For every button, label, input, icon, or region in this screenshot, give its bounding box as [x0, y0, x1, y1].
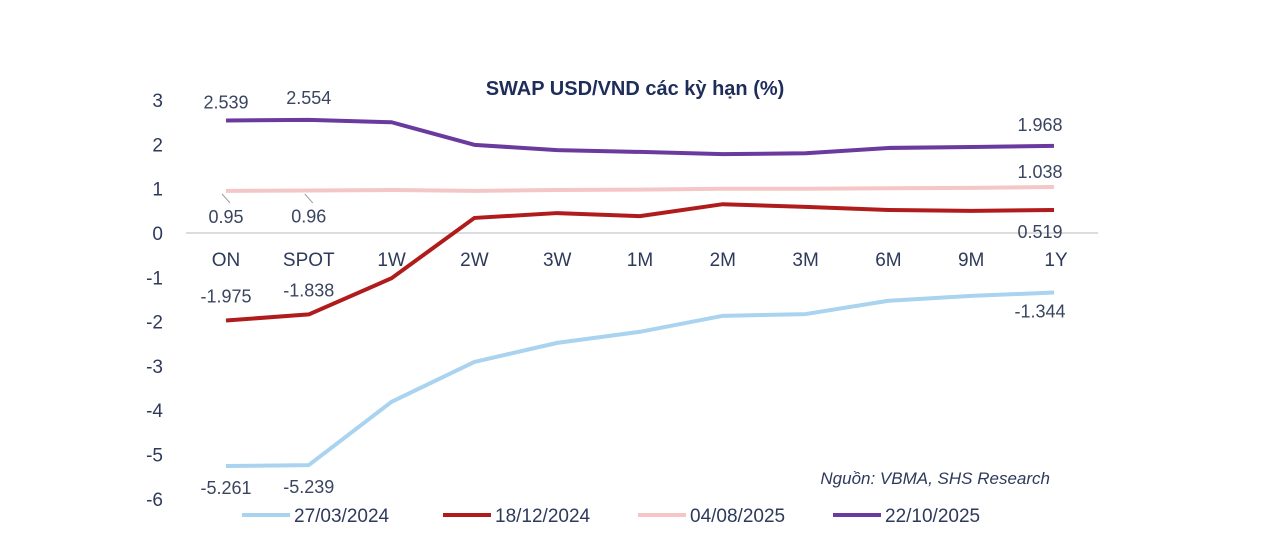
data-label: 0.519	[1017, 222, 1062, 242]
x-tick-label: 3W	[543, 250, 572, 271]
x-tick-label: 9M	[958, 250, 984, 271]
data-label: 1.038	[1017, 162, 1062, 182]
y-tick-label: -5	[146, 446, 163, 467]
y-tick-label: 0	[152, 224, 163, 245]
legend-label: 22/10/2025	[885, 506, 980, 527]
legend-label: 18/12/2024	[495, 506, 591, 527]
x-tick-label: ON	[212, 250, 241, 271]
x-tick-label: 3M	[792, 250, 818, 271]
x-tick-label: 2M	[710, 250, 736, 271]
label-leader-line	[221, 193, 231, 204]
data-label: 0.95	[208, 207, 243, 227]
data-label: -1.344	[1014, 302, 1065, 322]
y-tick-label: -2	[146, 313, 163, 334]
y-tick-label: 1	[152, 180, 163, 201]
label-leader-line	[304, 193, 314, 204]
y-tick-label: -6	[146, 490, 163, 511]
series-line-18-12-2024	[225, 202, 1055, 323]
legend-label: 27/03/2024	[294, 506, 390, 527]
series-line-04-08-2025	[225, 185, 1055, 193]
y-tick-label: -4	[146, 401, 163, 422]
x-tick-label: 1W	[377, 250, 406, 271]
series-line-22-10-2025	[225, 117, 1055, 157]
y-tick-label: 3	[152, 91, 163, 112]
data-label: 2.539	[203, 93, 248, 113]
legend-label: 04/08/2025	[690, 506, 785, 527]
y-tick-label: 2	[152, 135, 163, 156]
data-label: 0.96	[291, 206, 326, 226]
x-tick-label: 2W	[460, 250, 489, 271]
data-label: -5.261	[200, 478, 251, 498]
chart-title: SWAP USD/VND các kỳ hạn (%)	[486, 78, 785, 100]
data-label: 2.554	[286, 88, 331, 108]
y-tick-label: -1	[146, 268, 163, 289]
source-note: Nguồn: VBMA, SHS Research	[820, 469, 1050, 488]
x-tick-label: SPOT	[283, 250, 335, 271]
data-label: -5.239	[283, 477, 334, 497]
x-tick-label: 6M	[875, 250, 901, 271]
x-tick-label: 1Y	[1044, 250, 1068, 271]
series-line-27-03-2024	[225, 290, 1055, 469]
data-label: -1.975	[200, 286, 251, 306]
data-label: -1.838	[283, 280, 334, 300]
y-tick-label: -3	[146, 357, 163, 378]
data-label: 1.968	[1017, 115, 1062, 135]
x-tick-label: 1M	[627, 250, 653, 271]
